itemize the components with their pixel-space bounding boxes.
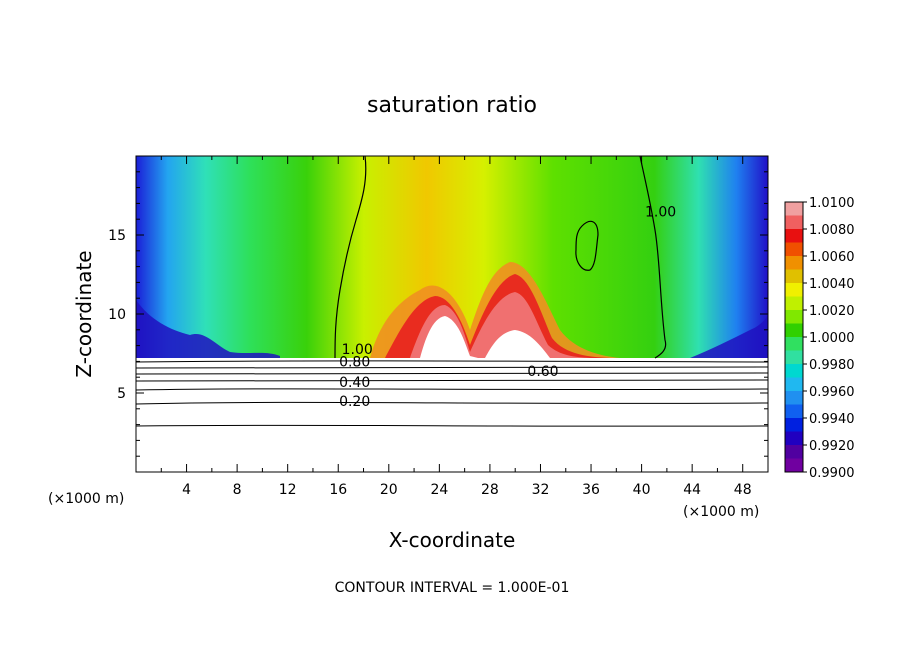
- contour-labels: 1.001.000.800.600.400.20: [339, 204, 676, 410]
- contour-line: [136, 388, 768, 391]
- x-tick-label: 20: [380, 482, 398, 498]
- colorbar: 1.0100 1.0080 1.0060 1.0040 1.0020 1.0000 0.99…: [784, 196, 855, 481]
- y-tick-label: 15: [108, 228, 126, 244]
- contour-label: 1.00: [645, 204, 676, 220]
- x-tick-label: 28: [481, 482, 499, 498]
- x-tick-label: 12: [279, 482, 297, 498]
- contour-line: [639, 156, 667, 359]
- colorbar-label: 0.9980: [809, 358, 855, 373]
- x-tick-label: 8: [233, 482, 242, 498]
- x-axis: 4 8 12 16 20 24 28 32 36 40 44 48: [160, 156, 752, 498]
- colorbar-swatch: [785, 337, 803, 351]
- contour-label: 0.40: [339, 375, 370, 391]
- colorbar-swatch: [785, 215, 803, 230]
- colorbar-swatch: [785, 256, 803, 270]
- field-white-region: [485, 330, 550, 358]
- contour-label: 0.80: [339, 355, 370, 371]
- colorbar-swatch: [785, 283, 803, 297]
- field-dry-right: [690, 315, 768, 358]
- y-axis: 5 10 15: [108, 171, 768, 457]
- chart-title: saturation ratio: [367, 93, 537, 118]
- contour-label: 1.00: [342, 342, 373, 358]
- colorbar-swatch: [785, 242, 803, 257]
- x-tick-label: 40: [633, 482, 651, 498]
- contour-line: [136, 360, 768, 363]
- colorbar-swatch: [785, 391, 803, 405]
- x-tick-label: 48: [734, 482, 752, 498]
- colorbar-label: 1.0020: [809, 304, 855, 319]
- colorbar-swatch: [785, 404, 803, 419]
- colorbar-swatch: [785, 431, 803, 446]
- x-tick-label: 4: [182, 482, 191, 498]
- colorbar-swatch: [785, 377, 803, 392]
- field-white-region: [420, 316, 478, 358]
- colorbar-swatch: [785, 202, 803, 216]
- colorbar-label: 1.0100: [809, 196, 855, 211]
- colorbar-swatch: [785, 350, 803, 365]
- colorbar-label: 1.0040: [809, 277, 855, 292]
- y-tick-label: 10: [108, 307, 126, 323]
- x-tick-label: 16: [329, 482, 347, 498]
- contour-label: 0.60: [527, 364, 558, 380]
- field-dry-left: [136, 300, 280, 358]
- contour-line: [136, 379, 768, 382]
- colorbar-label: 1.0000: [809, 331, 855, 346]
- colorbar-swatch: [785, 364, 803, 378]
- colorbar-label: 0.9900: [809, 466, 855, 481]
- ground-region: [136, 358, 768, 472]
- x-unit-left: (×1000 m): [48, 491, 124, 507]
- plot-area: [136, 156, 768, 472]
- colorbar-swatch: [785, 458, 803, 473]
- contour-line: [136, 401, 768, 405]
- contour-line: [136, 424, 768, 427]
- colorbar-label: 0.9940: [809, 412, 855, 427]
- x-tick-label: 32: [532, 482, 550, 498]
- colorbar-swatch: [785, 269, 803, 284]
- colorbar-swatch: [785, 323, 803, 338]
- colorbar-label: 1.0080: [809, 223, 855, 238]
- contour-line: [575, 220, 599, 271]
- x-tick-label: 36: [582, 482, 600, 498]
- colorbar-label: 0.9920: [809, 439, 855, 454]
- colorbar-swatch: [785, 296, 803, 311]
- contour-line: [334, 156, 367, 359]
- colorbar-swatch: [785, 229, 803, 243]
- x-unit-right: (×1000 m): [683, 504, 759, 520]
- contour-line: [136, 372, 768, 375]
- colorbar-swatch: [785, 418, 803, 432]
- contour-label: 0.20: [339, 394, 370, 410]
- colorbar-swatch: [785, 310, 803, 324]
- y-axis-label: Z-coordinate: [72, 250, 96, 377]
- colorbar-swatch: [785, 445, 803, 459]
- x-axis-label: X-coordinate: [389, 528, 516, 552]
- x-tick-label: 44: [683, 482, 701, 498]
- x-tick-label: 24: [430, 482, 448, 498]
- contour-interval-footer: CONTOUR INTERVAL = 1.000E-01: [335, 580, 570, 596]
- colorbar-label: 0.9960: [809, 385, 855, 400]
- y-tick-label: 5: [117, 386, 126, 402]
- colorbar-label: 1.0060: [809, 250, 855, 265]
